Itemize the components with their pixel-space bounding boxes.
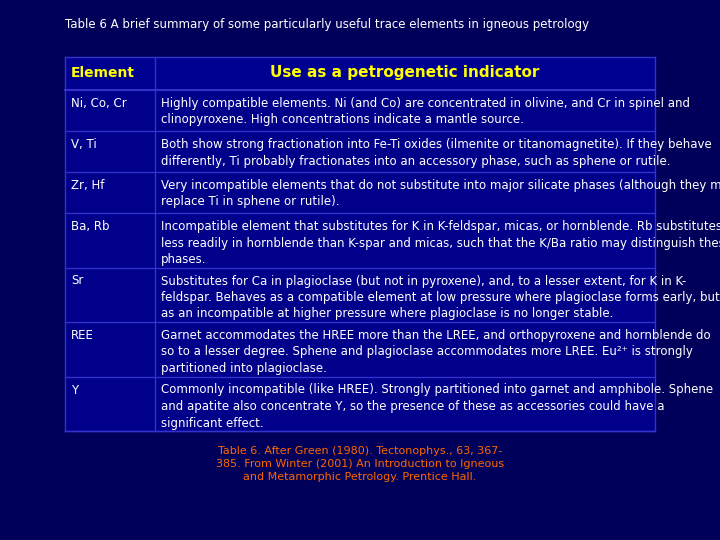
Text: REE: REE	[71, 329, 94, 342]
Text: Sr: Sr	[71, 274, 84, 287]
Text: Garnet accommodates the HREE more than the LREE, and orthopyroxene and hornblend: Garnet accommodates the HREE more than t…	[161, 329, 711, 375]
Text: Table 6 A brief summary of some particularly useful trace elements in igneous pe: Table 6 A brief summary of some particul…	[65, 18, 589, 31]
Text: Highly compatible elements. Ni (and Co) are concentrated in olivine, and Cr in s: Highly compatible elements. Ni (and Co) …	[161, 97, 690, 126]
Text: Both show strong fractionation into Fe-Ti oxides (ilmenite or titanomagnetite). : Both show strong fractionation into Fe-T…	[161, 138, 712, 167]
Text: Ni, Co, Cr: Ni, Co, Cr	[71, 97, 127, 110]
Text: Y: Y	[71, 383, 78, 396]
Text: Incompatible element that substitutes for K in K-feldspar, micas, or hornblende.: Incompatible element that substitutes fo…	[161, 220, 720, 266]
Bar	[65, 57, 655, 90]
Text: Zr, Hf: Zr, Hf	[71, 179, 104, 192]
Text: Substitutes for Ca in plagioclase (but not in pyroxene), and, to a lesser extent: Substitutes for Ca in plagioclase (but n…	[161, 274, 720, 321]
Text: Element: Element	[71, 66, 135, 80]
Bar	[65, 57, 655, 431]
Text: 385. From Winter (2001) An Introduction to Igneous: 385. From Winter (2001) An Introduction …	[216, 459, 504, 469]
Text: V, Ti: V, Ti	[71, 138, 96, 151]
Text: Table 6. After Green (1980). Tectonophys., 63, 367-: Table 6. After Green (1980). Tectonophys…	[218, 446, 502, 456]
Text: and Metamorphic Petrology. Prentice Hall.: and Metamorphic Petrology. Prentice Hall…	[243, 472, 477, 482]
Text: Ba, Rb: Ba, Rb	[71, 220, 109, 233]
Text: Use as a petrogenetic indicator: Use as a petrogenetic indicator	[270, 65, 540, 80]
Text: Very incompatible elements that do not substitute into major silicate phases (al: Very incompatible elements that do not s…	[161, 179, 720, 208]
Text: Commonly incompatible (like HREE). Strongly partitioned into garnet and amphibol: Commonly incompatible (like HREE). Stron…	[161, 383, 713, 429]
